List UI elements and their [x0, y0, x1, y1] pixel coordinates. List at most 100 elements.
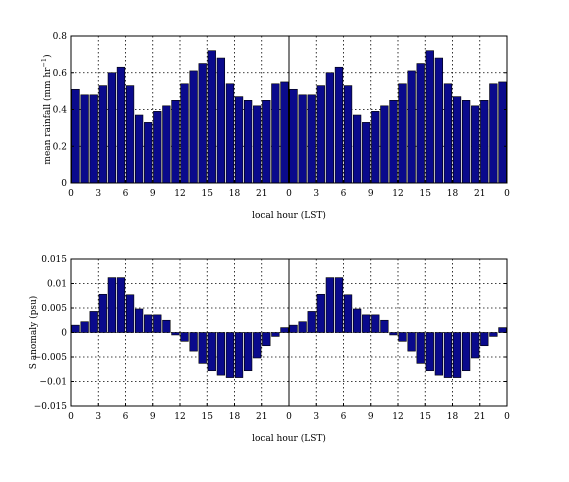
salinity-bar: [71, 324, 80, 333]
salinity-bar: [298, 321, 307, 333]
rainfall-bar: [280, 81, 289, 184]
salinity-bar: [443, 332, 453, 378]
salinity-x-tick-label: 3: [95, 412, 101, 422]
salinity-bar: [153, 314, 162, 333]
salinity-bar: [180, 332, 189, 342]
rainfall-bar: [434, 57, 444, 184]
rainfall-bar: [189, 70, 198, 184]
salinity-bar: [498, 327, 507, 333]
salinity-bar: [271, 332, 280, 337]
salinity-bar: [189, 332, 198, 352]
salinity-bar: [380, 319, 389, 333]
rainfall-x-tick-label: 3: [313, 189, 319, 199]
rainfall-bar: [180, 83, 189, 184]
salinity-bar: [334, 277, 344, 333]
rainfall-bar: [352, 114, 362, 184]
rainfall-x-tick-label: 15: [202, 189, 214, 199]
rainfall-bar: [262, 100, 271, 184]
salinity-bar: [434, 332, 444, 376]
salinity-x-tick-label: 0: [68, 412, 74, 422]
salinity-bar: [207, 332, 216, 372]
rainfall-x-tick-label: 3: [95, 189, 101, 199]
rainfall-y-tick-label: 0.4: [53, 106, 68, 116]
salinity-bar: [362, 314, 371, 333]
rainfall-bar: [298, 94, 307, 184]
salinity-x-tick-label: 18: [229, 412, 241, 422]
rainfall-bar: [498, 81, 507, 184]
rainfall-y-tick-label: 0: [61, 179, 67, 189]
salinity-bar: [352, 308, 362, 333]
salinity-bar: [234, 332, 244, 378]
salinity-x-tick-label: 9: [150, 412, 156, 422]
rainfall-chart: 0 3 6 9 12 15 18 21 0 3 6 9 12 15 18 21 000.20.40.60.8 l…: [40, 32, 510, 221]
salinity-x-tick-label: 3: [313, 412, 319, 422]
rainfall-x-tick-label: 21: [256, 189, 267, 199]
rainfall-x-tick-label: 9: [150, 189, 156, 199]
rainfall-bar: [171, 100, 180, 184]
salinity-x-tick-label: 12: [174, 412, 185, 422]
salinity-bar: [343, 294, 353, 333]
salinity-x-tick-label: 21: [474, 412, 485, 422]
salinity-bar: [89, 311, 98, 333]
rainfall-x-tick-label: 6: [341, 189, 347, 199]
salinity-y-tick-label: −0.01: [39, 378, 67, 388]
rainfall-bar: [243, 100, 253, 184]
salinity-x-axis-label: local hour (LST): [252, 433, 326, 444]
salinity-y-axis-label: S anomaly (psu): [28, 296, 39, 370]
rainfall-x-tick-label: 12: [392, 189, 403, 199]
rainfall-bar: [307, 94, 316, 184]
salinity-bar: [480, 332, 489, 347]
rainfall-x-tick-label: 12: [174, 189, 185, 199]
salinity-bar: [216, 332, 226, 376]
salinity-x-tick-label: 15: [420, 412, 432, 422]
salinity-bar: [243, 332, 253, 372]
salinity-bar: [162, 319, 171, 333]
salinity-bar: [407, 332, 416, 352]
salinity-bar: [289, 324, 298, 333]
rainfall-bar: [380, 105, 389, 184]
rainfall-x-tick-label: 6: [123, 189, 129, 199]
salinity-bar: [253, 332, 262, 359]
salinity-plot-frame: [70, 258, 508, 407]
rainfall-y-tick-label: 0.2: [53, 142, 67, 152]
rainfall-x-tick-label: 0: [286, 189, 292, 199]
rainfall-bar: [234, 96, 244, 184]
rainfall-bar: [362, 122, 371, 184]
rainfall-bar: [144, 122, 153, 184]
salinity-bar: [425, 332, 434, 372]
salinity-x-tick-label: 15: [202, 412, 214, 422]
salinity-bar: [116, 277, 126, 333]
salinity-x-tick-label: 18: [447, 412, 459, 422]
salinity-bar: [307, 311, 316, 333]
salinity-y-tick-label: 0: [61, 329, 67, 339]
rainfall-bar: [125, 85, 135, 184]
salinity-anomaly-chart: 0 3 6 9 12 15 18 21 0 3 6 9 12 15 18 21 0−0.015−0.01−0.0…: [28, 255, 510, 444]
rainfall-bar: [198, 63, 207, 184]
salinity-bar: [325, 277, 335, 333]
rainfall-bar: [371, 111, 380, 184]
rainfall-x-tick-label: 0: [68, 189, 74, 199]
salinity-x-tick-label: 6: [341, 412, 347, 422]
rainfall-bar: [461, 100, 471, 184]
rainfall-bar: [389, 100, 398, 184]
rainfall-bar: [162, 105, 171, 184]
salinity-bar: [144, 314, 153, 333]
salinity-bar: [198, 332, 207, 364]
salinity-bar: [134, 308, 144, 333]
rainfall-bar: [489, 83, 498, 184]
rainfall-bar: [480, 100, 489, 184]
rainfall-bar: [71, 88, 80, 184]
rainfall-bar: [107, 72, 117, 184]
rainfall-y-tick-label: 0.8: [53, 32, 68, 42]
salinity-bar: [80, 321, 89, 333]
rainfall-bar: [316, 85, 325, 184]
salinity-bar: [389, 332, 398, 336]
salinity-y-tick-label: 0.005: [41, 304, 67, 314]
rainfall-bar: [89, 94, 98, 184]
rainfall-bar: [253, 105, 262, 184]
rainfall-bar: [80, 94, 89, 184]
rainfall-x-tick-label: 18: [229, 189, 241, 199]
salinity-bar: [98, 293, 107, 333]
rainfall-x-tick-label: 21: [474, 189, 485, 199]
salinity-x-tick-label: 12: [392, 412, 403, 422]
